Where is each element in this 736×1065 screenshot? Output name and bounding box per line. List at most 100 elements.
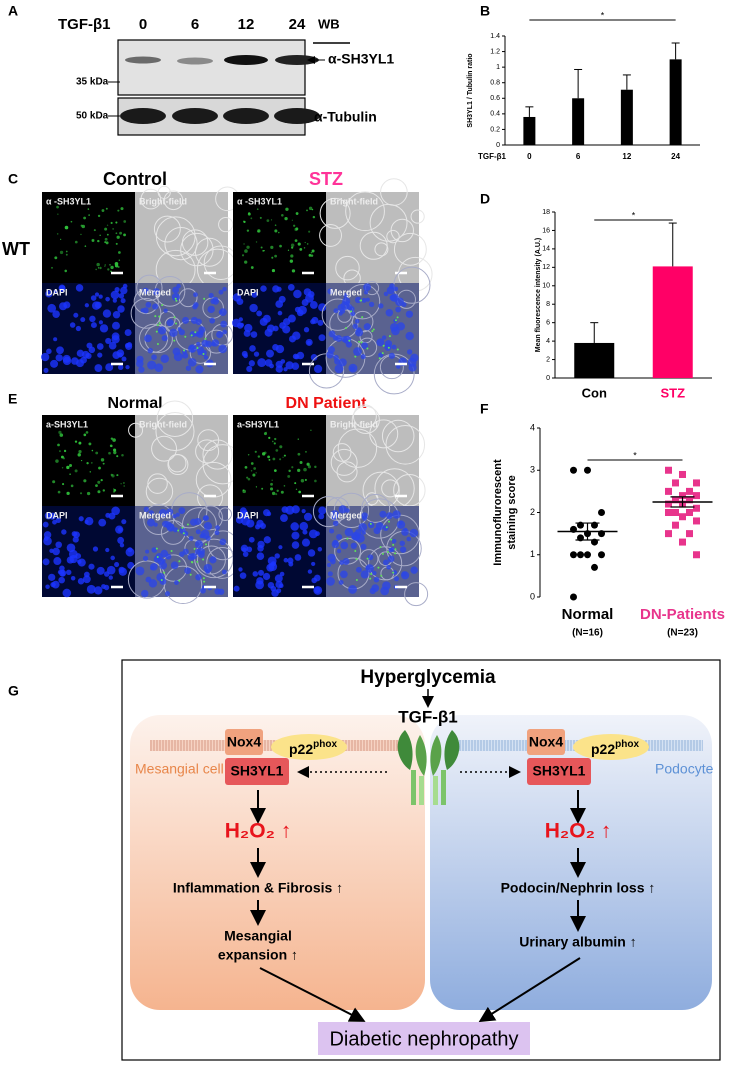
cell-outline	[147, 473, 168, 494]
nucleus	[42, 558, 50, 566]
signal-dot	[294, 239, 298, 242]
nucleus	[135, 566, 145, 576]
signal-dot	[186, 523, 189, 526]
nucleus	[185, 365, 192, 371]
channel-label: a-SH3YL1	[237, 419, 279, 429]
nucleus	[382, 581, 391, 590]
signal-dot	[283, 454, 286, 457]
nucleus	[209, 556, 217, 564]
signal-dot	[61, 467, 64, 469]
nucleus	[43, 367, 49, 373]
data-point	[693, 492, 700, 500]
signal-dot	[311, 249, 315, 253]
nucleus	[393, 576, 400, 582]
signal-dot	[74, 440, 78, 443]
nucleus	[118, 293, 125, 299]
nucleus	[222, 286, 227, 292]
y-tick-label: 0.8	[490, 80, 500, 87]
signal-dot	[106, 224, 109, 226]
signal-dot	[252, 473, 256, 477]
signal-dot	[247, 454, 250, 456]
cell-outline	[202, 439, 233, 470]
nucleus	[252, 571, 259, 577]
signal-dot	[87, 208, 90, 210]
y-tick-label: 1	[530, 549, 535, 559]
signal-dot	[95, 268, 97, 271]
channel-label: Merged	[139, 287, 171, 297]
signal-dot	[60, 238, 62, 240]
signal-dot	[270, 219, 273, 221]
nucleus	[219, 538, 227, 546]
channel-label: α -SH3YL1	[237, 196, 282, 206]
data-point	[693, 517, 700, 525]
signal-dot	[56, 205, 59, 209]
nucleus	[50, 581, 56, 588]
signal-dot	[58, 430, 62, 435]
nucleus	[211, 339, 220, 347]
signal-dot	[281, 214, 284, 217]
nucleus	[84, 303, 89, 308]
nucleus	[73, 312, 79, 318]
signal-dot	[295, 227, 299, 231]
nucleus	[367, 554, 374, 561]
signal-dot	[366, 557, 369, 560]
bar	[620, 89, 633, 145]
micrograph: α -SH3YL1	[233, 192, 326, 283]
nucleus	[156, 573, 165, 582]
signal-dot	[392, 543, 395, 546]
nucleus	[208, 292, 214, 299]
x-tick-label: 0	[527, 152, 532, 161]
nucleus	[98, 320, 104, 325]
signal-dot	[190, 560, 193, 563]
nucleus	[196, 341, 201, 347]
signal-dot	[303, 247, 306, 249]
cell-outline	[381, 479, 400, 498]
nucleus	[344, 528, 354, 537]
p22-ellipse	[271, 734, 347, 760]
signal-dot	[314, 479, 317, 483]
nucleus	[259, 317, 268, 326]
signal-dot	[74, 240, 78, 244]
nucleus	[349, 366, 355, 372]
signal-dot	[370, 573, 373, 576]
y-tick-label: 0.6	[490, 95, 500, 102]
nucleus	[219, 308, 227, 317]
signal-dot	[266, 219, 270, 222]
cell-outline	[352, 404, 377, 429]
nucleus	[340, 570, 348, 579]
signal-dot	[104, 227, 108, 231]
nucleus	[405, 310, 414, 318]
bar	[669, 59, 682, 145]
nucleus	[395, 306, 402, 313]
nucleus	[242, 510, 248, 516]
signal-dot	[54, 256, 58, 260]
nucleus	[147, 360, 157, 370]
cell-outline	[386, 229, 400, 244]
cell-outline	[140, 188, 162, 210]
signal-dot	[350, 310, 353, 313]
signal-dot	[69, 473, 71, 475]
condition-label: Control	[103, 169, 167, 189]
cell-outline	[335, 255, 360, 281]
nucleus	[299, 521, 309, 531]
band	[223, 108, 269, 124]
cell-outline	[163, 565, 203, 605]
nucleus	[301, 509, 306, 514]
step-label: Podocin/Nephrin loss ↑	[501, 880, 656, 896]
signal-dot	[112, 228, 114, 230]
nucleus	[145, 549, 150, 554]
cell-outline	[393, 232, 427, 266]
y-tick-label: 0.4	[490, 111, 500, 118]
data-point	[570, 551, 577, 559]
micrograph: DAPI	[42, 506, 135, 598]
signal-dot	[270, 482, 273, 486]
signal-dot	[181, 526, 184, 529]
nucleus	[355, 533, 365, 543]
nucleus	[193, 292, 198, 298]
signal-dot	[110, 265, 114, 270]
western-blot: TGF-β1 0 6 12 24 WB 35 kDa 50 kDa α-SH3Y…	[58, 16, 394, 136]
nucleus	[96, 343, 104, 350]
nucleus	[53, 289, 58, 294]
nucleus	[42, 521, 49, 528]
nucleus	[142, 307, 149, 314]
